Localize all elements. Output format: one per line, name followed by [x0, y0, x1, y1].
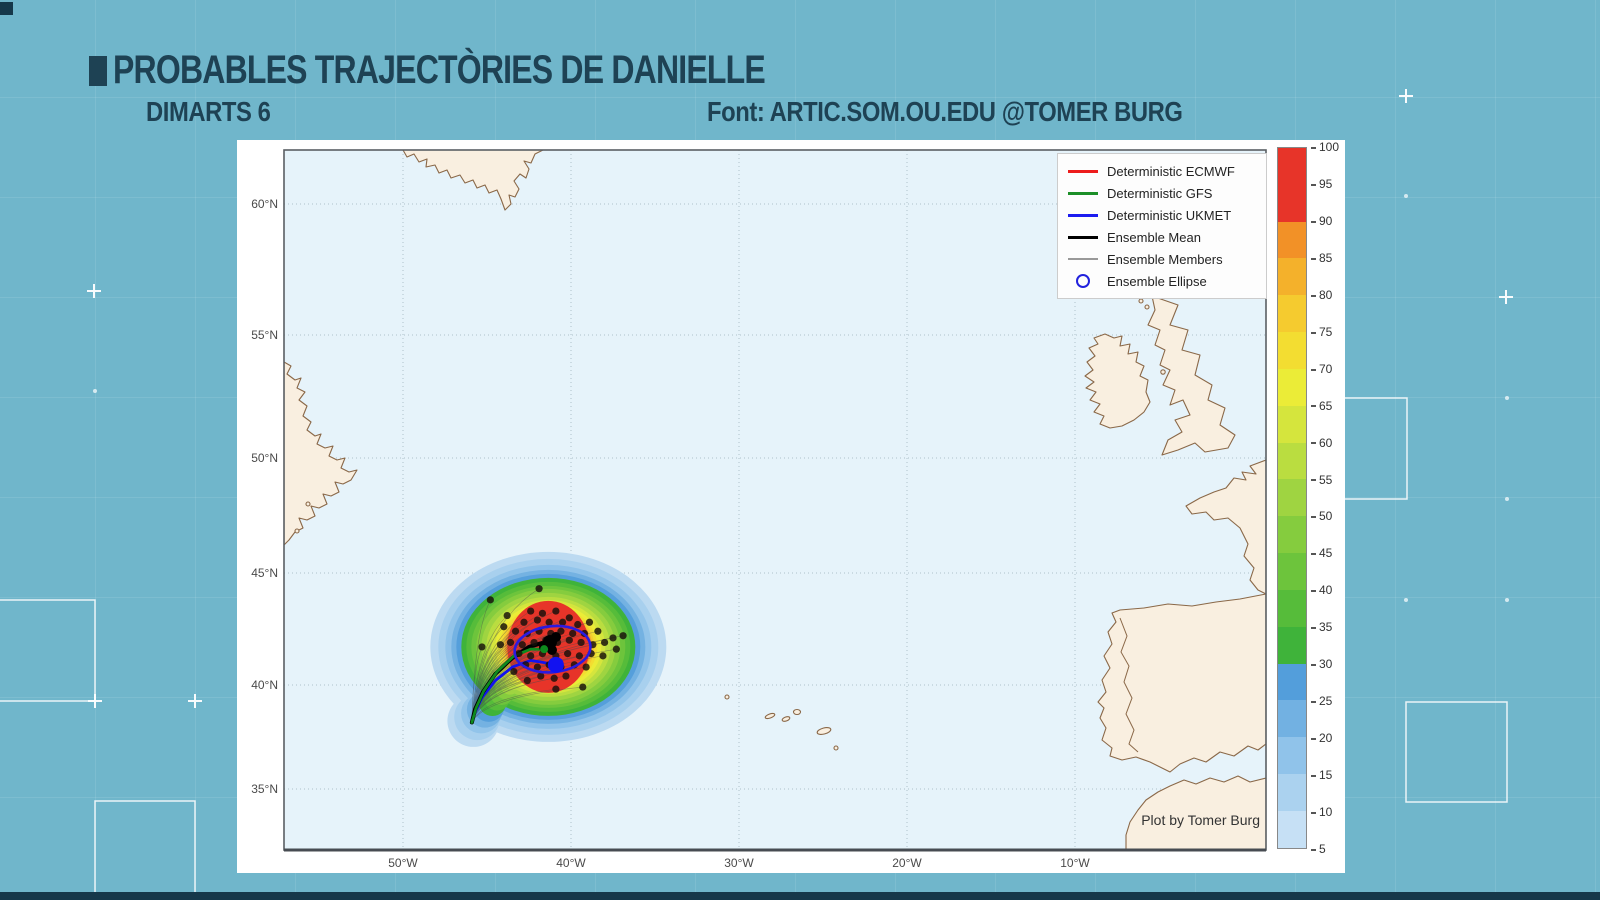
colorbar-cell-50	[1278, 479, 1306, 517]
colorbar-tick-label: 10	[1311, 806, 1332, 818]
colorbar-cell-70	[1278, 332, 1306, 369]
ellipse-swatch-icon	[1068, 274, 1098, 288]
track-deterministic-gfs	[470, 647, 546, 724]
colorbar-cell-10	[1278, 774, 1306, 811]
colorbar-cell-55	[1278, 442, 1306, 480]
lon-tick-label: 30°W	[724, 856, 754, 870]
colorbar-tick-label: 30	[1311, 658, 1332, 670]
lat-tick-label: 50°N	[251, 451, 278, 465]
colorbar-cell-60	[1278, 405, 1306, 443]
colorbar-cell-75	[1278, 295, 1306, 333]
colorbar-cell-35	[1278, 589, 1306, 627]
legend-label: Ensemble Members	[1107, 251, 1223, 267]
line-swatch-icon	[1068, 258, 1098, 260]
colorbar-tick-label: 15	[1311, 769, 1332, 781]
colorbar-tick-label: 5	[1311, 843, 1326, 855]
lat-tick-label: 55°N	[251, 328, 278, 342]
colorbar-cell-90	[1278, 184, 1306, 222]
colorbar-tick-label: 50	[1311, 510, 1332, 522]
line-swatch-icon	[1068, 191, 1098, 195]
lat-tick-label: 40°N	[251, 678, 278, 692]
line-swatch-icon	[1068, 213, 1098, 217]
legend-label: Deterministic ECMWF	[1107, 163, 1235, 179]
lat-tick-label: 35°N	[251, 782, 278, 796]
colorbar-tick-label: 35	[1311, 621, 1332, 633]
colorbar-tick-label: 75	[1311, 326, 1332, 338]
legend-label: Ensemble Mean	[1107, 229, 1201, 245]
colorbar-cell-45	[1278, 516, 1306, 554]
landmasses	[284, 150, 1266, 850]
colorbar-tick-label: 40	[1311, 584, 1332, 596]
colorbar-cell-80	[1278, 258, 1306, 296]
colorbar-tick-label: 60	[1311, 437, 1332, 449]
legend-item: Ensemble Members	[1068, 248, 1266, 270]
lat-tick-label: 60°N	[251, 197, 278, 211]
colorbar-cell-5	[1278, 810, 1306, 848]
country-border	[1119, 617, 1139, 753]
colorbar-tick-label: 65	[1311, 400, 1332, 412]
colorbar-tick-label: 70	[1311, 363, 1332, 375]
map-panel: 60°N 55°N 50°N 45°N 40°N 35°N 50°W 40°W 30°W 20°W…	[237, 140, 1345, 873]
probability-colorbar	[1277, 147, 1307, 849]
colorbar-cell-15	[1278, 737, 1306, 775]
ensemble-mean-endpoint	[547, 645, 557, 655]
line-swatch-icon	[1068, 235, 1098, 239]
lon-tick-label: 50°W	[388, 856, 418, 870]
legend-label: Ensemble Ellipse	[1107, 273, 1207, 289]
ensemble-mean-endpoint	[551, 632, 561, 642]
legend-label: Deterministic UKMET	[1107, 207, 1232, 223]
legend-item: Ensemble Mean	[1068, 226, 1266, 248]
lat-tick-label: 45°N	[251, 566, 278, 580]
colorbar-cell-65	[1278, 368, 1306, 406]
date-label: DIMARTS 6	[146, 96, 271, 127]
bottom-accent-bar	[0, 892, 1600, 900]
lon-tick-label: 10°W	[1060, 856, 1090, 870]
colorbar-tick-label: 80	[1311, 289, 1332, 301]
colorbar-cell-30	[1278, 626, 1306, 664]
colorbar-tick-label: 95	[1311, 178, 1332, 190]
legend-item: Deterministic GFS	[1068, 182, 1266, 204]
legend-item: Ensemble Ellipse	[1068, 270, 1266, 292]
lon-tick-label: 20°W	[892, 856, 922, 870]
decor-square	[0, 599, 96, 702]
colorbar-tick-label: 20	[1311, 732, 1332, 744]
colorbar-cell-95	[1278, 148, 1306, 185]
colorbar-cell-40	[1278, 553, 1306, 590]
legend-item: Deterministic UKMET	[1068, 204, 1266, 226]
ukmet-end-dot	[547, 656, 564, 673]
colorbar-tick-label: 100	[1311, 141, 1339, 153]
gfs-end-dot	[540, 645, 549, 654]
decor-square	[94, 800, 196, 900]
colorbar-tick-label: 25	[1311, 695, 1332, 707]
map-legend: Deterministic ECMWF Deterministic GFS Dete…	[1057, 153, 1267, 299]
colorbar-tick-label: 55	[1311, 474, 1332, 486]
colorbar-cell-85	[1278, 221, 1306, 259]
legend-item: Deterministic ECMWF	[1068, 160, 1266, 182]
legend-label: Deterministic GFS	[1107, 185, 1213, 201]
colorbar-tick-label: 85	[1311, 252, 1332, 264]
plot-credit: Plot by Tomer Burg	[1141, 812, 1260, 828]
colorbar-tick-label: 90	[1311, 215, 1332, 227]
colorbar-tick-label: 45	[1311, 547, 1332, 559]
lon-tick-label: 40°W	[556, 856, 586, 870]
title-bullet-square	[89, 56, 107, 86]
page-title: PROBABLES TRAJECTÒRIES DE DANIELLE	[113, 48, 766, 92]
line-swatch-icon	[1068, 169, 1098, 173]
decor-square	[1405, 701, 1508, 803]
source-credit: Font: ARTIC.SOM.OU.EDU @TOMER BURG	[707, 96, 1183, 127]
colorbar-cell-20	[1278, 700, 1306, 738]
corner-accent-square	[0, 2, 13, 15]
colorbar-cell-25	[1278, 663, 1306, 701]
